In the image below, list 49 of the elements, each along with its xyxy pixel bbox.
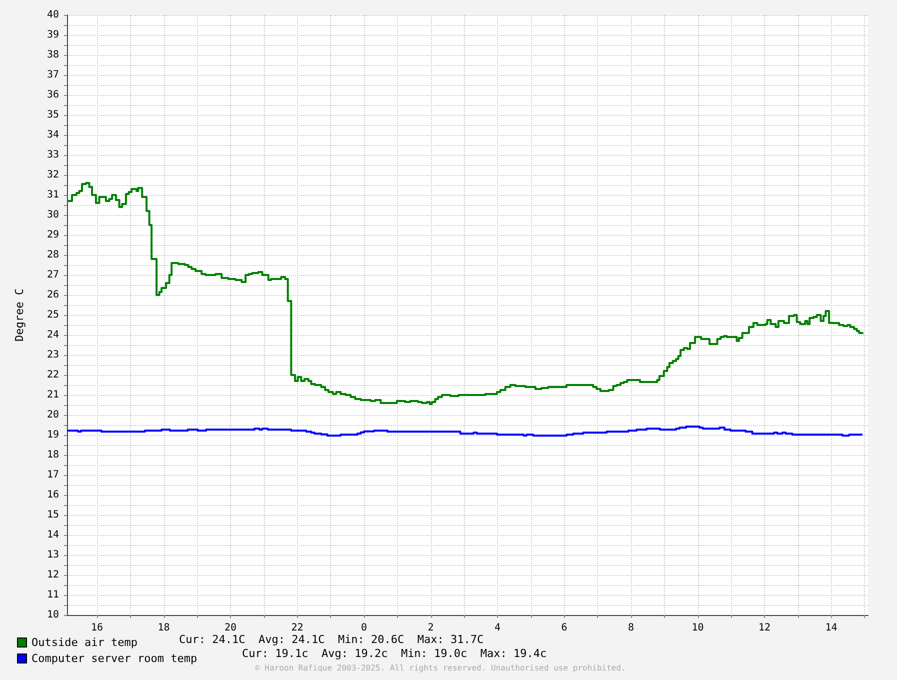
y-tick-label: 21 xyxy=(46,390,59,400)
x-tick-label: 14 xyxy=(825,622,838,634)
x-tick-label: 8 xyxy=(628,622,634,634)
x-tick-label: 18 xyxy=(158,622,170,634)
y-tick-label: 16 xyxy=(46,490,59,500)
y-tick-label: 31 xyxy=(46,190,59,200)
y-tick-label: 40 xyxy=(46,10,59,20)
y-tick-label: 10 xyxy=(46,610,59,620)
legend-label: Computer server room temp xyxy=(32,652,198,665)
y-tick-label: 12 xyxy=(46,570,59,580)
y-tick-label: 18 xyxy=(46,450,59,460)
y-tick-label: 35 xyxy=(46,110,59,120)
y-tick-label: 13 xyxy=(46,550,59,560)
text: Cur: 24.1C Avg: 24.1C Min: 20.6C Max: 31.7C xyxy=(179,633,484,646)
y-tick-label: 30 xyxy=(46,210,59,220)
y-tick-label: 39 xyxy=(46,30,59,40)
y-tick-label: 27 xyxy=(46,270,59,280)
y-tick-label: 23 xyxy=(46,350,59,360)
x-tick-label: 16 xyxy=(91,622,104,634)
y-tick-label: 17 xyxy=(46,470,59,480)
y-tick-label: 33 xyxy=(46,150,59,160)
y-tick-label: 11 xyxy=(46,590,59,600)
y-tick-label: 20 xyxy=(46,410,59,420)
text: © Haroon Rafique 2003-2025. All rights reserved. Unauthorised use prohibited. xyxy=(255,664,626,672)
y-tick-label: 36 xyxy=(46,90,59,100)
text: Cur: 19.1c Avg: 19.2c Min: 19.0c Max: 19.4c xyxy=(242,647,547,660)
x-tick-label: 6 xyxy=(561,622,568,634)
x-tick-label: 2 xyxy=(428,622,434,634)
y-tick-label: 38 xyxy=(46,50,59,60)
y-tick-label: 22 xyxy=(46,370,59,380)
x-tick-label: 10 xyxy=(692,622,704,634)
y-tick-label: 25 xyxy=(46,310,59,320)
y-tick-label: 26 xyxy=(46,290,59,300)
x-tick-label: 22 xyxy=(291,622,304,634)
x-tick-label: 20 xyxy=(224,622,237,634)
y-tick-label: 15 xyxy=(46,510,59,520)
y-tick-label: 34 xyxy=(46,130,59,140)
y-axis-title: Degree C xyxy=(13,288,26,342)
y-tick-label: 29 xyxy=(46,230,59,240)
y-tick-label: 28 xyxy=(46,250,59,260)
y-tick-label: 24 xyxy=(46,330,59,340)
x-tick-label: 4 xyxy=(494,622,501,634)
y-tick-label: 19 xyxy=(46,430,59,440)
y-tick-label: 37 xyxy=(46,70,59,80)
x-tick-label: 0 xyxy=(361,622,368,634)
x-tick-label: 12 xyxy=(758,622,771,634)
legend-label: Outside air temp xyxy=(32,636,138,649)
y-tick-label: 32 xyxy=(46,170,59,180)
y-tick-label: 14 xyxy=(46,530,59,540)
